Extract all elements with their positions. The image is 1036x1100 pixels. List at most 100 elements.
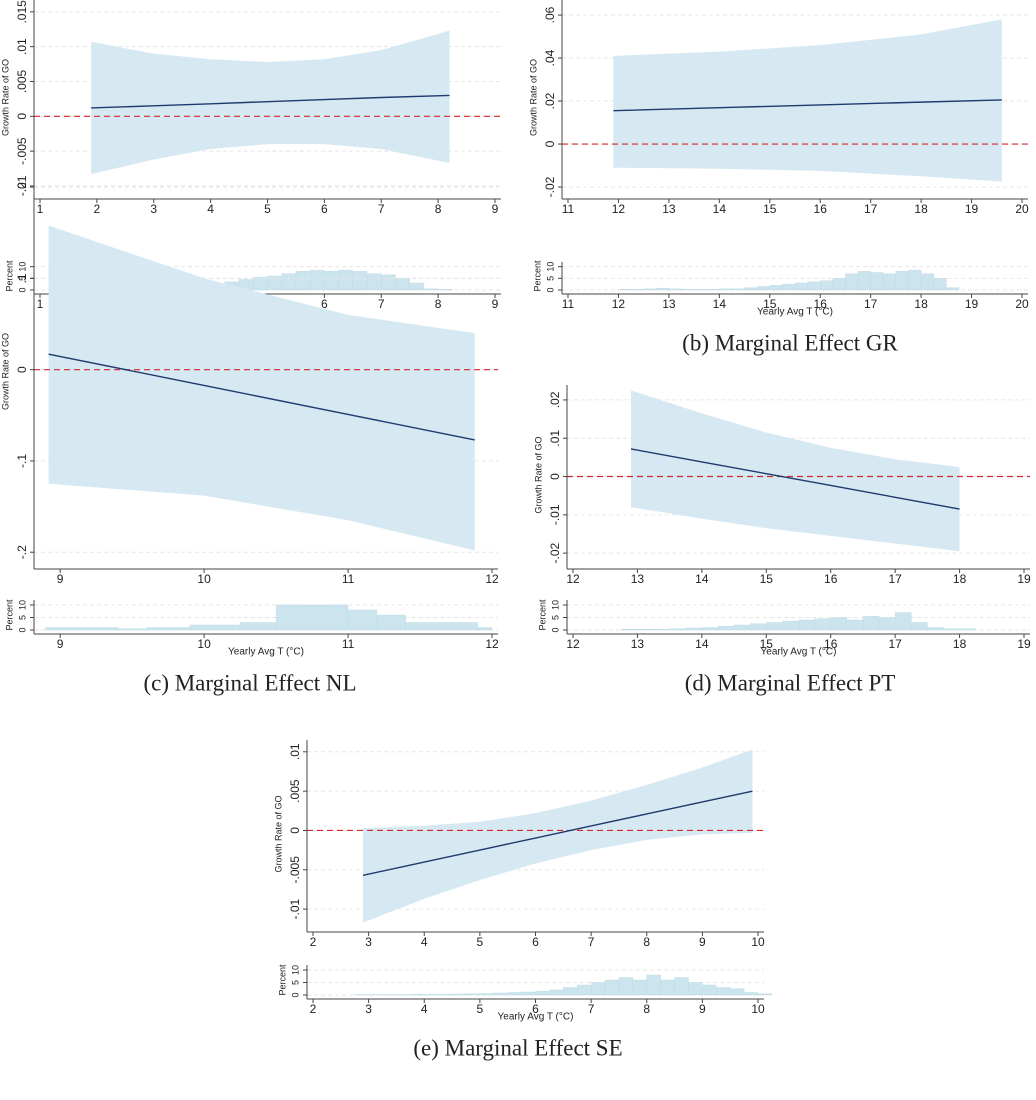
histogram-bar [451,993,467,996]
x-tick-label: 7 [378,297,385,311]
histogram-bar [295,271,311,291]
x-tick-label: 12 [566,637,580,651]
y-axis-label: Percent [537,599,547,631]
x-tick-label: 17 [864,297,878,311]
x-tick-label: 12 [612,297,626,311]
x-tick-label: 8 [643,1002,650,1016]
histogram-bar [275,604,349,631]
x-tick-label: 15 [763,202,777,216]
y-tick-label: 0 [550,627,560,632]
y-tick-label: .01 [548,430,562,447]
histogram-bar [927,627,944,631]
histogram-bar [719,288,733,291]
histogram-bar [733,624,751,631]
histogram-bar [731,288,745,291]
x-axis-label: Yearly Avg T (°C) [761,647,837,658]
y-tick-label: -.01 [15,175,29,196]
histogram-bar [702,984,717,996]
histogram-bar [660,979,675,996]
x-tick-label: 12 [566,572,580,586]
x-tick-label: 11 [562,297,575,311]
histogram-bar [309,269,325,291]
histogram-bar [618,289,632,291]
x-tick-label: 14 [713,297,727,311]
histogram-bar [807,281,821,291]
histogram-bar [749,623,767,631]
x-tick-label: 6 [532,1002,539,1016]
y-tick-label: 0 [17,287,27,292]
histogram-bar [477,627,493,631]
histogram-bar [798,619,815,631]
histogram-bar [685,627,703,631]
histogram-bar [352,271,368,291]
x-tick-label: 14 [695,637,709,651]
x-tick-label: 16 [814,202,828,216]
histogram-bar [846,619,864,631]
y-tick-label: 10 [17,600,27,610]
histogram-bar [621,629,638,631]
y-tick-label: 10 [545,262,555,272]
histogram-bar [45,627,118,631]
y-tick-label: .015 [15,0,29,24]
x-tick-label: 11 [562,202,575,216]
histogram-bar [324,271,339,291]
histogram-bar [688,982,703,996]
histogram-bar [743,992,759,996]
x-axis-label: Yearly Avg T (°C) [757,307,833,318]
confidence-band [48,225,475,551]
histogram-bar [396,994,411,996]
histogram-bar [883,273,897,291]
histogram-bar [630,289,644,291]
histogram-bar [382,994,397,996]
histogram-bar [604,979,620,996]
y-tick-label: 5 [545,276,555,281]
y-tick-label: 0 [15,366,29,373]
x-tick-label: 6 [532,935,539,949]
y-tick-label: 5 [17,615,27,620]
x-tick-label: 13 [631,572,645,586]
x-tick-label: 5 [264,202,271,216]
histogram-bar [479,993,494,996]
y-tick-label: 5 [17,276,27,281]
histogram-bar [832,278,846,291]
x-tick-label: 15 [760,572,774,586]
x-tick-label: 20 [1015,202,1029,216]
x-tick-label: 19 [965,202,979,216]
x-tick-label: 5 [477,935,484,949]
histogram-bar [253,276,268,291]
histogram-bar [794,282,808,291]
y-tick-label: -.01 [288,898,302,919]
histogram-bar [437,289,453,291]
x-tick-label: 9 [492,202,499,216]
x-tick-label: 9 [699,1002,706,1016]
y-axis-label: Growth Rate of GO [273,795,283,872]
x-tick-label: 8 [435,202,442,216]
histogram-bar [405,622,478,631]
x-tick-label: 10 [751,935,765,949]
y-tick-label: 10 [290,965,300,975]
histogram-bar [354,994,369,996]
histogram-bar [643,288,657,291]
histogram-bar [465,993,481,996]
x-tick-label: 16 [824,572,838,586]
x-tick-label: 3 [150,202,157,216]
histogram-bar [117,628,147,631]
x-tick-label: 9 [699,935,706,949]
x-tick-label: 7 [588,935,595,949]
histogram-bar [908,269,922,291]
y-tick-label: 0 [548,473,562,480]
y-axis-label: Growth Rate of GO [528,59,538,136]
histogram-bar [338,269,354,291]
x-tick-label: 19 [1017,572,1031,586]
histogram-bar [857,271,871,291]
y-axis-label: Growth Rate of GO [0,59,10,136]
y-tick-label: .01 [15,38,29,55]
histogram-bar [946,287,960,291]
caption: (c) Marginal Effect NL [143,670,356,695]
histogram-bar [424,994,439,996]
x-tick-label: 17 [864,202,878,216]
histogram-bar [766,622,783,631]
x-tick-label: 3 [365,1002,372,1016]
y-tick-label: 10 [17,262,27,272]
